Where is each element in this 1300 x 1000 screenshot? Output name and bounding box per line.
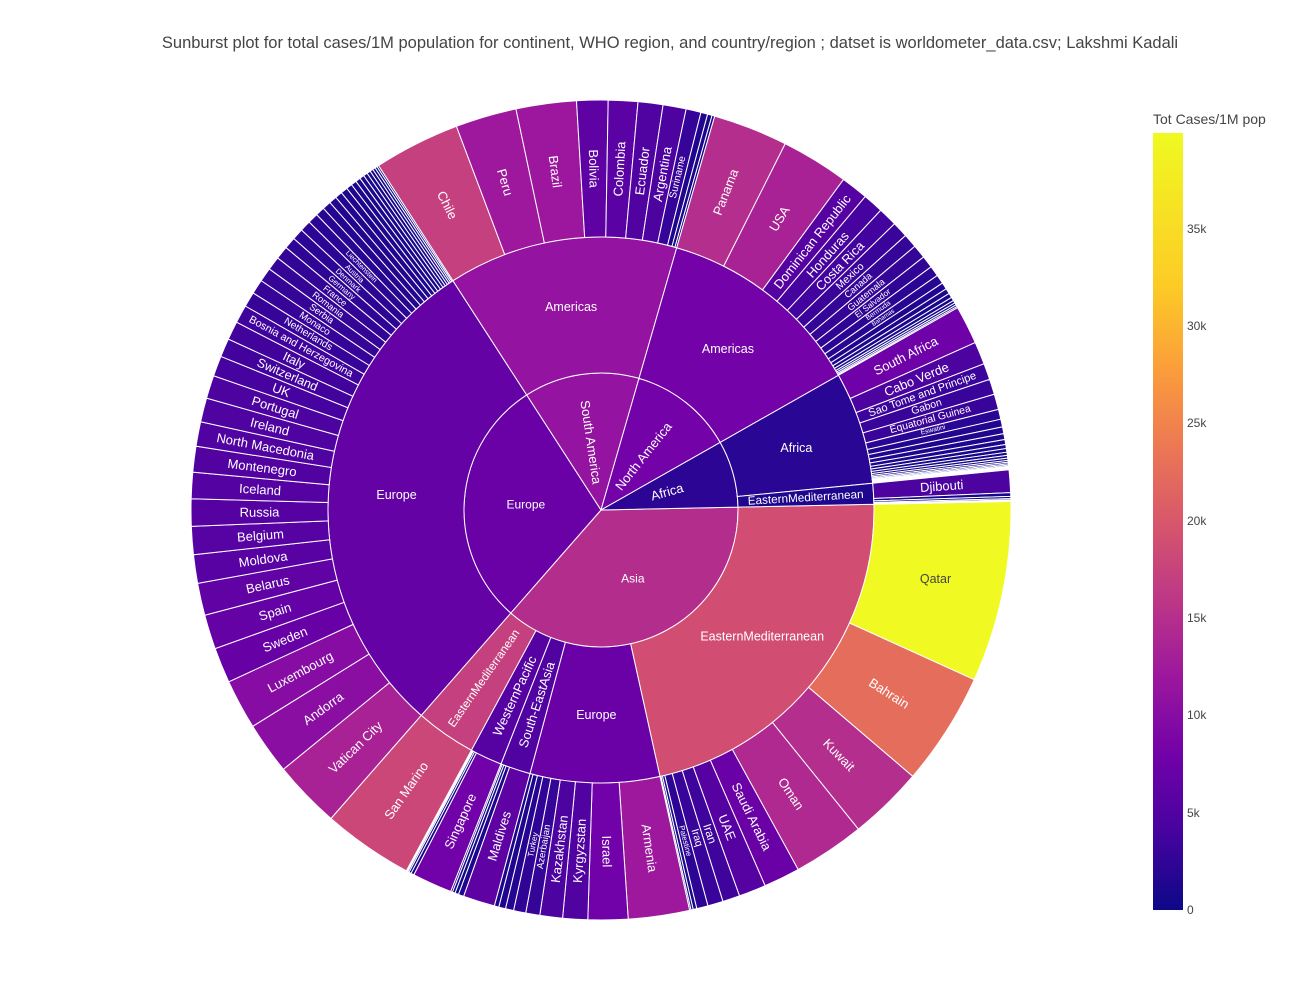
segment-label-brazil: Brazil — [546, 154, 565, 188]
segment-label-peru: Peru — [494, 167, 516, 198]
segment-label-armenia: Armenia — [639, 823, 661, 874]
segment-label-kyrgyzstan: Kyrgyzstan — [570, 818, 589, 883]
segment-label-ecuador: Ecuador — [632, 145, 653, 196]
segment-label-americas: Americas — [545, 300, 597, 314]
segment-label-moldova: Moldova — [238, 548, 290, 570]
segment-label-colombia: Colombia — [610, 140, 628, 196]
segment-label-iceland: Iceland — [239, 481, 282, 498]
segment-label-americas: Americas — [702, 342, 754, 356]
colorbar-tick: 15k — [1187, 611, 1207, 626]
sunburst-segment-unnamed[interactable] — [873, 500, 1012, 505]
segment-label-easternmediterranean: EasternMediterranean — [700, 630, 824, 644]
segment-label-qatar: Qatar — [920, 572, 951, 586]
segment-label-europe: Europe — [576, 708, 616, 722]
segment-label-iran: Iran — [700, 822, 719, 845]
segment-label-iraq: Iraq — [689, 828, 705, 848]
colorbar-title: Tot Cases/1M pop — [1153, 111, 1266, 127]
colorbar — [1153, 133, 1183, 910]
segment-label-russia: Russia — [240, 505, 281, 520]
colorbar-tick: 5k — [1187, 805, 1200, 820]
segment-label-africa: Africa — [780, 441, 812, 455]
segment-label-asia: Asia — [621, 571, 645, 585]
colorbar-tick: 25k — [1187, 416, 1207, 431]
colorbar-tick: 20k — [1187, 513, 1207, 528]
segment-label-israel: Israel — [599, 835, 615, 867]
segment-label-uk: UK — [270, 380, 292, 401]
segment-label-bolivia: Bolivia — [586, 149, 602, 188]
segment-label-belgium: Belgium — [236, 526, 284, 544]
segment-label-djibouti: Djibouti — [920, 477, 964, 495]
colorbar-tick: 30k — [1187, 319, 1207, 334]
colorbar-tick: 35k — [1187, 221, 1207, 236]
colorbar-tick: 0 — [1187, 903, 1194, 917]
segment-label-europe: Europe — [376, 488, 416, 502]
chart-title: Sunburst plot for total cases/1M populat… — [161, 34, 1179, 52]
segment-label-europe: Europe — [506, 498, 545, 512]
colorbar-tick: 10k — [1187, 708, 1207, 723]
